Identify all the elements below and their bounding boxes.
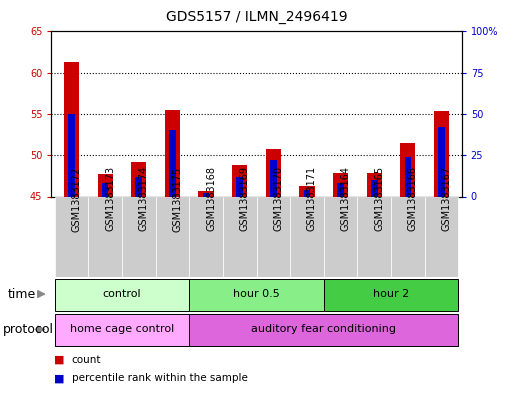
Bar xyxy=(122,196,155,277)
Bar xyxy=(391,196,425,277)
Bar xyxy=(304,190,310,196)
Bar xyxy=(88,196,122,277)
Bar xyxy=(55,196,88,277)
Bar xyxy=(97,174,113,196)
Bar xyxy=(55,279,189,310)
Text: GSM1383169: GSM1383169 xyxy=(240,166,250,231)
Text: GSM1383165: GSM1383165 xyxy=(374,166,384,231)
Bar xyxy=(189,279,324,310)
Text: percentile rank within the sample: percentile rank within the sample xyxy=(72,373,248,384)
Text: GSM1383167: GSM1383167 xyxy=(442,166,451,231)
Bar xyxy=(236,177,243,196)
Bar xyxy=(203,193,209,196)
Text: auditory fear conditioning: auditory fear conditioning xyxy=(251,324,396,334)
Text: GSM1383172: GSM1383172 xyxy=(71,166,82,231)
Bar xyxy=(189,196,223,277)
Bar xyxy=(102,183,108,196)
Bar xyxy=(425,196,458,277)
Bar xyxy=(371,180,378,196)
Bar xyxy=(131,162,146,196)
Text: count: count xyxy=(72,354,102,365)
Bar xyxy=(270,160,277,196)
Text: GSM1383164: GSM1383164 xyxy=(341,166,350,231)
Bar xyxy=(358,196,391,277)
Bar xyxy=(189,314,458,346)
Text: GSM1383166: GSM1383166 xyxy=(408,166,418,231)
Text: time: time xyxy=(8,288,36,301)
Text: GSM1383173: GSM1383173 xyxy=(105,166,115,231)
Text: GSM1383168: GSM1383168 xyxy=(206,166,216,231)
Text: ■: ■ xyxy=(54,373,64,384)
Text: control: control xyxy=(103,289,141,299)
Bar xyxy=(199,191,213,196)
Bar xyxy=(438,127,445,196)
Bar xyxy=(165,110,180,196)
Bar xyxy=(68,114,75,196)
Bar xyxy=(223,196,256,277)
Text: GSM1383175: GSM1383175 xyxy=(172,166,183,231)
Bar xyxy=(256,196,290,277)
Bar xyxy=(55,314,189,346)
Text: hour 0.5: hour 0.5 xyxy=(233,289,280,299)
Bar xyxy=(290,196,324,277)
Bar xyxy=(400,143,416,196)
Text: protocol: protocol xyxy=(3,323,53,336)
Bar xyxy=(324,279,458,310)
Text: hour 2: hour 2 xyxy=(373,289,409,299)
Bar xyxy=(155,196,189,277)
Bar xyxy=(405,157,411,196)
Bar xyxy=(169,130,176,196)
Bar xyxy=(434,112,449,196)
Text: GSM1383170: GSM1383170 xyxy=(273,166,283,231)
Bar xyxy=(333,173,348,196)
Bar xyxy=(337,183,344,196)
Text: GSM1383171: GSM1383171 xyxy=(307,166,317,231)
Text: home cage control: home cage control xyxy=(70,324,174,334)
Text: GSM1383174: GSM1383174 xyxy=(139,166,149,231)
Bar xyxy=(135,177,142,196)
Text: ■: ■ xyxy=(54,354,64,365)
Bar xyxy=(266,149,281,196)
Bar xyxy=(367,173,382,196)
Text: GDS5157 / ILMN_2496419: GDS5157 / ILMN_2496419 xyxy=(166,10,347,24)
Bar xyxy=(324,196,358,277)
Bar xyxy=(232,165,247,196)
Bar xyxy=(300,186,314,196)
Bar xyxy=(64,62,79,196)
